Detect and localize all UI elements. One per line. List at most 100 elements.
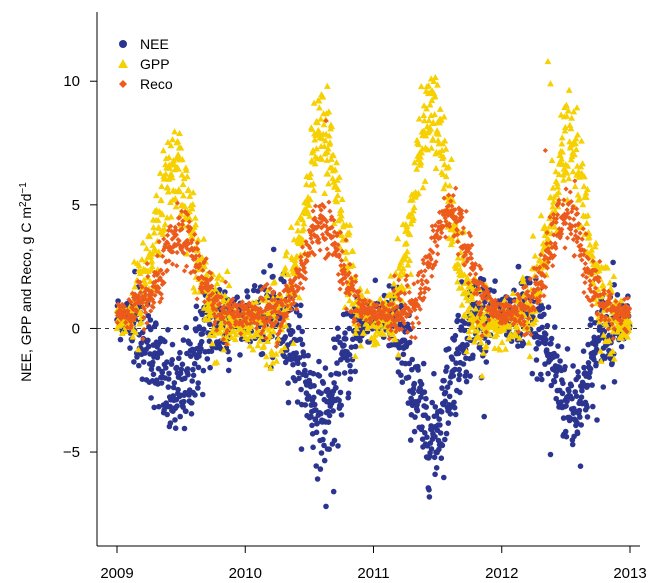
reco-point [563,220,569,226]
reco-point [570,203,576,210]
gpp-point [547,80,554,87]
gpp-point [357,342,365,349]
gpp-point [166,164,174,171]
reco-point [337,229,344,235]
nee-point [347,362,353,369]
nee-point [453,360,459,366]
reco-point [254,306,260,312]
gpp-point [311,136,319,143]
reco-point [168,228,175,234]
gpp-point [442,145,450,152]
reco-point [554,232,560,239]
reco-point [416,294,423,301]
reco-point [392,312,398,318]
reco-point [457,217,463,223]
nee-point [318,390,324,397]
gpp-point [213,358,221,365]
reco-point [491,309,497,315]
gpp-point [409,207,417,214]
gpp-point [281,344,289,351]
nee-point [545,370,551,377]
nee-point [190,372,197,379]
reco-point [406,312,412,318]
gpp-point [293,219,301,226]
gpp-point [574,191,582,198]
nee-point [584,414,591,420]
reco-point [330,234,336,240]
gpp-point [325,180,332,187]
reco-point [626,313,632,319]
reco-point [193,262,200,268]
reco-point [352,317,358,323]
nee-point [441,474,447,481]
reco-point [300,267,306,273]
y-tick-label: 5 [72,197,80,214]
nee-point [336,397,342,404]
gpp-point [200,235,208,242]
gpp-point [573,104,581,111]
gpp-point [331,166,339,173]
reco-point [511,298,517,304]
reco-point [343,237,349,243]
gpp-point [306,195,314,203]
nee-point [147,326,154,333]
reco-point [430,249,436,256]
nee-point [566,388,572,394]
gpp-point [263,361,271,368]
reco-point [545,259,552,265]
reco-point [480,294,486,300]
reco-point [194,296,200,302]
gpp-point [174,151,182,158]
reco-point [274,340,281,346]
nee-point [421,389,428,395]
reco-point [404,329,411,335]
gpp-point [189,201,197,208]
reco-point [584,254,590,260]
reco-point [587,278,593,284]
nee-point [131,359,137,365]
gpp-point [486,331,493,338]
gpp-point [152,192,160,199]
nee-point [297,336,304,343]
reco-point [495,301,501,307]
reco-point [176,238,182,244]
gpp-point [336,173,343,180]
gpp-point [594,286,602,293]
gpp-point [454,278,461,285]
reco-point [244,315,250,321]
reco-point [606,317,612,323]
nee-point [542,331,549,338]
nee-point [444,384,451,391]
reco-point [124,324,130,330]
reco-point [123,319,129,326]
reco-point [348,286,354,292]
reco-point [478,310,484,316]
nee-point [169,357,175,363]
gpp-point [411,159,419,166]
gpp-point [162,170,170,177]
gpp-point [118,329,126,336]
gpp-point [390,280,398,287]
nee-point [156,403,162,410]
nee-point [438,455,445,462]
reco-point [444,222,450,228]
gpp-point [526,352,534,360]
gpp-point [220,296,227,303]
reco-point [453,214,459,220]
reco-point [572,223,578,229]
reco-point [358,311,364,317]
reco-point [150,304,156,311]
reco-point [445,209,451,216]
reco-point [418,269,424,275]
reco-point [584,294,590,300]
reco-point [289,284,295,290]
reco-point [500,307,506,313]
reco-point [128,299,134,305]
reco-point [591,289,597,295]
reco-point [514,308,520,314]
gpp-point [282,322,290,329]
gpp-point [181,202,189,209]
gpp-point [137,318,145,325]
gpp-point [565,107,572,114]
reco-point [319,231,326,238]
